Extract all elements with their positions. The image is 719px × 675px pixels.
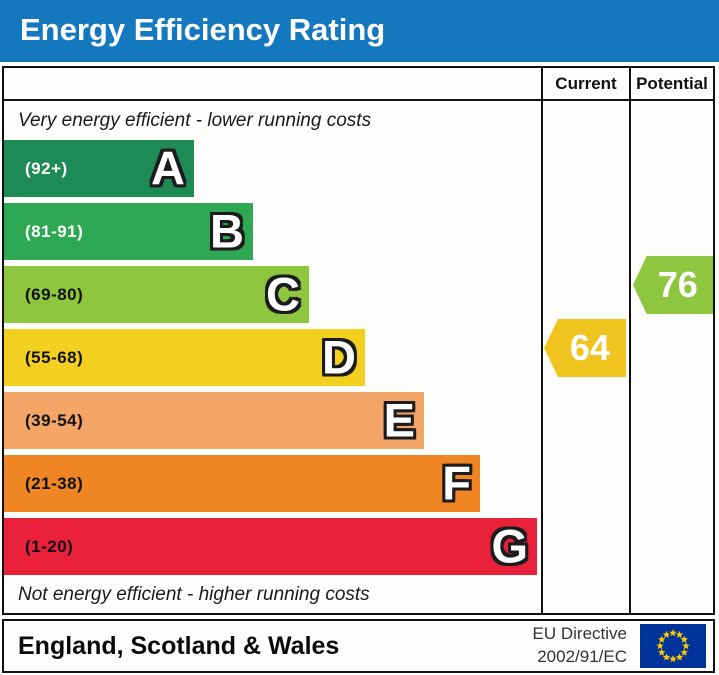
- eu-directive-line2: 2002/91/EC: [537, 647, 627, 666]
- band-range-label: (92+): [25, 158, 68, 178]
- band-bar-d: (55-68) D: [4, 329, 365, 386]
- band-bar-e: (39-54) E: [4, 392, 424, 449]
- potential-rating-value: 76: [657, 264, 698, 305]
- band-bar-b: (81-91) B: [4, 203, 253, 260]
- band-bar-a: (92+) A: [4, 140, 194, 197]
- band-f: (21-38) F: [4, 455, 480, 512]
- band-e: (39-54) E: [4, 392, 424, 449]
- band-letter: A: [151, 141, 185, 195]
- band-letter: C: [266, 267, 300, 321]
- band-range-label: (39-54): [25, 410, 84, 430]
- page-title: Energy Efficiency Rating: [20, 12, 386, 47]
- top-efficiency-note: Very energy efficient - lower running co…: [18, 110, 372, 131]
- band-bar-c: (69-80) C: [4, 266, 309, 323]
- current-rating-value: 64: [569, 327, 610, 368]
- band-a: (92+) A: [4, 140, 194, 197]
- epc-rating-chart: Current Potential Very energy efficient …: [2, 66, 715, 615]
- bottom-efficiency-note: Not energy efficient - higher running co…: [18, 584, 370, 605]
- current-column-header: Current: [555, 74, 617, 93]
- band-letter: E: [383, 393, 415, 447]
- header-row-divider: [4, 99, 713, 101]
- band-d: (55-68) D: [4, 329, 365, 386]
- band-letter: F: [442, 456, 471, 510]
- band-letter: B: [210, 204, 244, 258]
- eu-directive-label: EU Directive 2002/91/EC: [533, 623, 627, 669]
- band-range-label: (1-20): [25, 536, 74, 556]
- band-c: (69-80) C: [4, 266, 309, 323]
- eu-directive-line1: EU Directive: [532, 624, 627, 644]
- eu-flag-icon: [640, 624, 706, 668]
- region-label: England, Scotland & Wales: [18, 632, 340, 660]
- current-rating-pointer: 64: [544, 319, 626, 377]
- band-bar-g: (1-20) G: [4, 518, 537, 575]
- band-range-label: (55-68): [25, 347, 84, 367]
- potential-rating-pointer: 76: [633, 256, 713, 314]
- current-column-divider: [541, 68, 543, 613]
- band-range-label: (21-38): [25, 473, 84, 493]
- potential-column-header: Potential: [636, 74, 708, 93]
- band-range-label: (69-80): [25, 284, 84, 304]
- band-range-label: (81-91): [25, 221, 84, 241]
- potential-column-divider: [629, 68, 631, 613]
- band-g: (1-20) G: [4, 518, 537, 575]
- band-letter: D: [322, 330, 356, 384]
- band-bar-f: (21-38) F: [4, 455, 480, 512]
- title-banner: Energy Efficiency Rating: [0, 0, 719, 62]
- footer: England, Scotland & Wales EU Directive 2…: [2, 619, 715, 673]
- band-b: (81-91) B: [4, 203, 253, 260]
- band-letter: G: [491, 519, 528, 573]
